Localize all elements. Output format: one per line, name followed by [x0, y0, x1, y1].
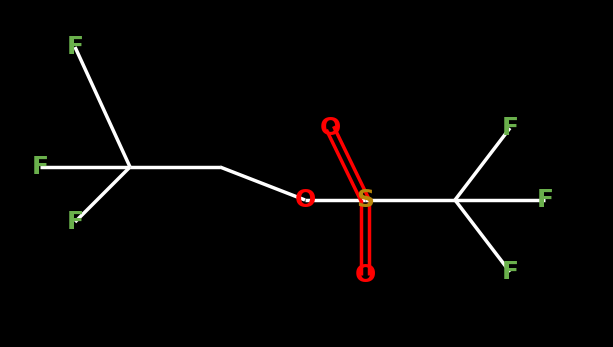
- Text: F: F: [66, 35, 83, 59]
- Text: F: F: [536, 188, 554, 212]
- Text: F: F: [501, 260, 519, 284]
- Text: O: O: [319, 116, 341, 140]
- Text: O: O: [354, 263, 376, 287]
- Text: F: F: [66, 210, 83, 234]
- Text: F: F: [501, 116, 519, 140]
- Text: O: O: [294, 188, 316, 212]
- Text: F: F: [31, 155, 48, 179]
- Text: S: S: [356, 188, 374, 212]
